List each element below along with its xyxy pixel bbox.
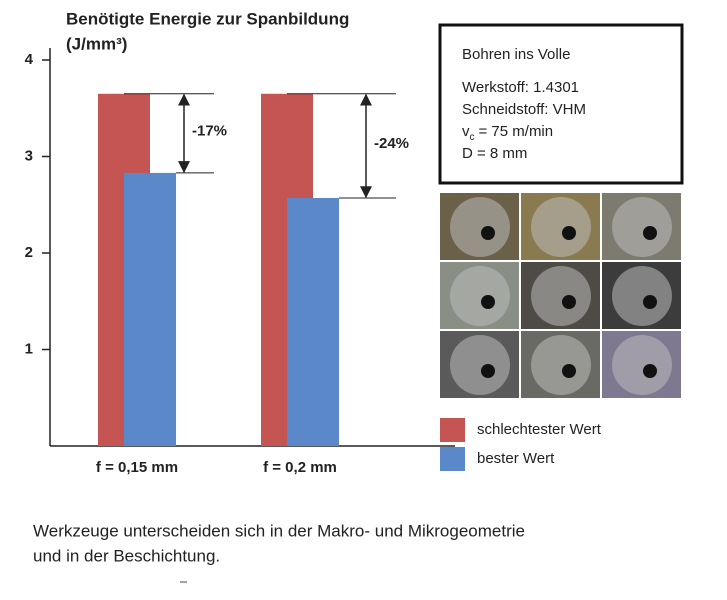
chart-title: Benötigte Energie zur Spanbildung [66, 9, 349, 28]
y-axis-label: (J/mm³) [66, 34, 127, 53]
photo-hole [562, 295, 576, 309]
x-tick-label: f = 0,2 mm [263, 459, 337, 476]
bar [124, 172, 176, 446]
y-tick-label: 3 [25, 147, 33, 164]
info-box [438, 23, 684, 185]
photo-hole [562, 364, 576, 378]
photo-hole [481, 295, 495, 309]
legend-label: bester Wert [477, 450, 555, 467]
photo-hole [643, 226, 657, 240]
info-line: vc = 75 m/min [462, 123, 553, 143]
caption: Werkzeuge unterscheiden sich in der Makr… [33, 521, 525, 540]
y-tick-label: 4 [25, 51, 34, 68]
photo-drill [450, 266, 510, 326]
x-tick-label: f = 0,15 mm [96, 459, 178, 476]
photo-drill [612, 266, 672, 326]
photo-grid [440, 193, 681, 398]
info-line: Schneidstoff: VHM [462, 101, 586, 118]
annotation: -24% [374, 135, 409, 152]
legend-swatch [440, 418, 465, 442]
photo-drill [531, 266, 591, 326]
legend-swatch [440, 447, 465, 471]
info-line: D = 8 mm [462, 145, 527, 162]
photo-drill [531, 335, 591, 395]
photo-hole [643, 364, 657, 378]
photo-hole [481, 364, 495, 378]
photo-hole [643, 295, 657, 309]
info-line: Werkstoff: 1.4301 [462, 79, 579, 96]
photo-drill [450, 335, 510, 395]
photo-drill [450, 197, 510, 257]
y-tick-label: 2 [25, 244, 33, 261]
photo-drill [612, 197, 672, 257]
annotation: -17% [192, 122, 227, 139]
info-title: Bohren ins Volle [462, 46, 570, 63]
photo-hole [562, 226, 576, 240]
caption: und in der Beschichtung. [33, 546, 220, 565]
y-tick-label: 1 [25, 340, 33, 357]
photo-drill [531, 197, 591, 257]
photo-drill [612, 335, 672, 395]
legend-label: schlechtester Wert [477, 421, 602, 438]
bar [287, 197, 339, 446]
photo-hole [481, 226, 495, 240]
